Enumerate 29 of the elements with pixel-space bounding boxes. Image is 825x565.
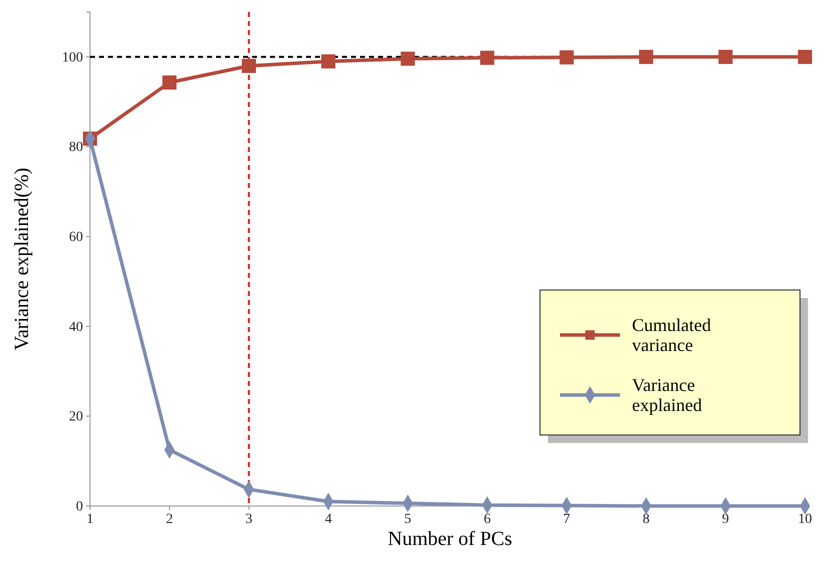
x-tick-label: 9	[722, 512, 730, 527]
y-tick-label: 100	[62, 50, 83, 66]
x-tick-label: 10	[798, 512, 812, 527]
x-tick-label: 7	[563, 512, 570, 527]
x-axis-title: Number of PCs	[388, 528, 512, 550]
y-axis-title: Variance explained(%)	[11, 168, 33, 350]
x-tick-label: 5	[404, 512, 412, 527]
y-tick-label: 80	[69, 140, 83, 156]
point	[162, 75, 177, 90]
point	[718, 50, 733, 64]
point	[560, 50, 574, 64]
legend-label: Variance explained	[632, 375, 702, 415]
point	[400, 52, 415, 66]
y-tick-label: 40	[69, 320, 83, 335]
point	[798, 50, 812, 64]
point	[242, 58, 256, 73]
point	[480, 50, 494, 65]
y-tick-label: 0	[76, 499, 83, 514]
x-tick-label: 2	[166, 512, 173, 527]
x-tick-label: 6	[484, 512, 491, 527]
y-tick-label: 20	[69, 410, 83, 425]
legend-label: Cumulated variance	[632, 315, 711, 355]
x-tick-label: 4	[324, 512, 332, 527]
y-tick-label: 60	[69, 230, 83, 246]
x-tick-label: 3	[245, 512, 252, 527]
x-tick-label: 8	[642, 512, 650, 527]
point	[639, 50, 654, 64]
x-tick-label: 1	[86, 512, 94, 527]
point	[321, 54, 336, 68]
